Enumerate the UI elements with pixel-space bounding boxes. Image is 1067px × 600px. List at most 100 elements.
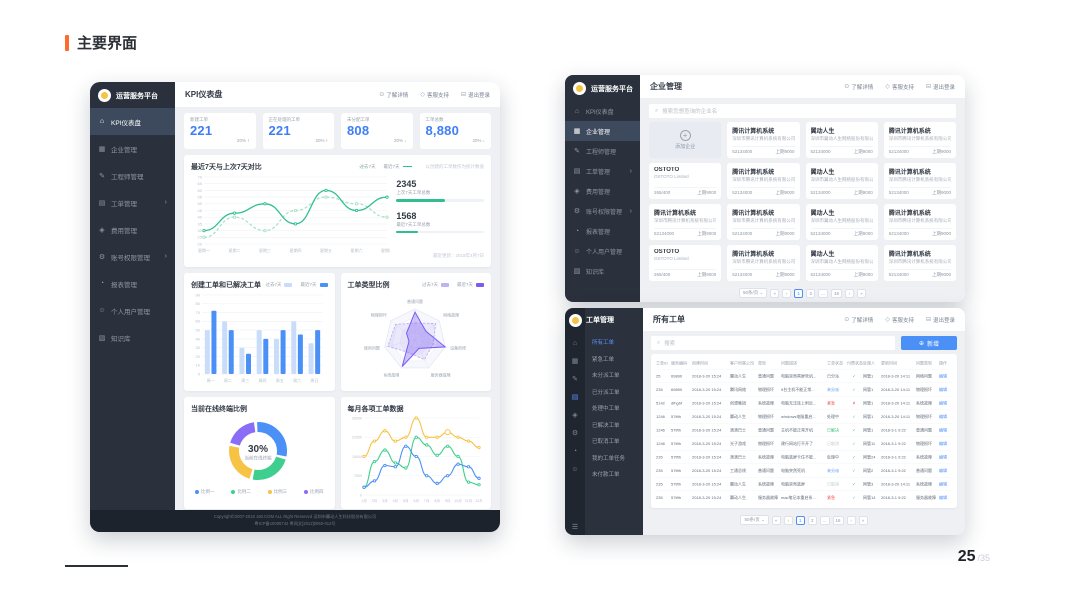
sidebar-item-KPI仪表盘[interactable]: ⌂ KPI仪表盘 bbox=[565, 101, 640, 121]
sidebar-item-账号权限管理[interactable]: ⚙ 账号权限管理 › bbox=[565, 201, 640, 221]
enterprise-card[interactable]: 腾讯计算机系统 深圳市腾讯计算机系统有限公司 52134000 上期9000 bbox=[883, 245, 956, 281]
header-link[interactable]: ⊙ 了解详情 bbox=[844, 316, 873, 324]
sidebar-item-工单管理[interactable]: ▤ 工单管理 › bbox=[90, 189, 175, 216]
edit-link[interactable]: 编辑 bbox=[939, 400, 947, 406]
sidebar-item-个人用户管理[interactable]: ☺ 个人用户管理 bbox=[90, 297, 175, 324]
collapse-icon[interactable]: ☰ bbox=[571, 524, 579, 531]
edit-link[interactable]: 编辑 bbox=[939, 414, 947, 419]
rail-icon[interactable]: ▦ bbox=[571, 358, 579, 365]
header-link[interactable]: ◇ 客服支持 bbox=[885, 316, 914, 324]
pager-last[interactable]: » bbox=[857, 288, 867, 298]
enterprise-card[interactable]: 腾讯计算机系统 深圳市腾讯计算机系统有限公司 52134000 上期9000 bbox=[883, 163, 956, 199]
enterprise-card[interactable]: 腾讯计算机系统 深圳市腾讯计算机系统有限公司 52134000 上期9000 bbox=[883, 122, 956, 158]
table-row[interactable]: 235 57tfth 2018-3-20 15:24 翼动人生 服务器故障 mac笔记本重… bbox=[656, 490, 952, 505]
edit-link[interactable]: 编辑 bbox=[939, 441, 947, 446]
sidebar-item-KPI仪表盘[interactable]: ⌂ KPI仪表盘 bbox=[90, 108, 175, 135]
enterprise-card[interactable]: 翼动人生 深圳市翼动人生网络股份有限公司 52134000 上期9000 bbox=[805, 122, 878, 158]
wo-menu-我的工单任务[interactable]: 我的工单任务 bbox=[592, 455, 626, 462]
enterprise-card[interactable]: 翼动人生 深圳市翼动人生网络股份有限公司 52134000 上期9000 bbox=[805, 204, 878, 240]
sidebar-item-费用管理[interactable]: ◈ 费用管理 bbox=[90, 216, 175, 243]
sidebar-item-报表管理[interactable]: ◔ 报表管理 bbox=[565, 221, 640, 241]
pager-prev[interactable]: ‹ bbox=[783, 515, 793, 525]
edit-link[interactable]: 编辑 bbox=[939, 481, 947, 487]
table-row[interactable]: 25 69890 2018-3-20 15:24 翼动人生 普通问题 电脑突然黑屏死机..… bbox=[656, 369, 952, 383]
table-row[interactable]: 235 57tfth 2018-3-20 15:24 滴滴巴士 系统故障 电脑蓝屏卡住不能… bbox=[656, 450, 952, 464]
enterprise-card[interactable]: 翼动人生 深圳市翼动人生网络股份有限公司 52134000 上期9000 bbox=[805, 245, 878, 281]
pager-next[interactable]: › bbox=[846, 515, 856, 525]
edit-link[interactable]: 编辑 bbox=[939, 373, 947, 379]
sidebar-item-企业管理[interactable]: ▦ 企业管理 bbox=[90, 135, 175, 162]
pager-first[interactable]: « bbox=[770, 288, 780, 298]
pager-next[interactable]: › bbox=[845, 288, 855, 298]
header-link[interactable]: ⊙ 了解详情 bbox=[379, 91, 408, 99]
pager-page-16[interactable]: 16 bbox=[831, 288, 843, 298]
pager-last[interactable]: » bbox=[858, 515, 868, 525]
wo-menu-未分派工单[interactable]: 未分派工单 bbox=[592, 373, 620, 380]
rail-icon[interactable]: ◈ bbox=[572, 412, 578, 419]
header-link[interactable]: ◇ 客服支持 bbox=[885, 83, 914, 91]
sidebar-item-企业管理[interactable]: ▦ 企业管理 bbox=[565, 121, 640, 141]
pager-prev[interactable]: ‹ bbox=[782, 288, 792, 298]
enterprise-card[interactable]: 腾讯计算机系统 深圳市腾讯计算机系统有限公司 52134000 上期9000 bbox=[727, 245, 800, 281]
edit-link[interactable]: 编辑 bbox=[939, 427, 947, 433]
sidebar-item-知识库[interactable]: ▧ 知识库 bbox=[90, 324, 175, 351]
add-enterprise-card[interactable]: + 添加企业 bbox=[649, 122, 722, 158]
edit-link[interactable]: 编辑 bbox=[939, 468, 947, 473]
table-row[interactable]: 1246 57tfth 2018-3-20 15:24 翼动人生 物理损坏 windows… bbox=[656, 409, 952, 424]
workorder-search-input[interactable]: ⌕ 搜索 bbox=[651, 336, 895, 350]
edit-link[interactable]: 编辑 bbox=[939, 495, 947, 500]
wo-menu-已解决工单[interactable]: 已解决工单 bbox=[592, 422, 620, 429]
header-link[interactable]: ⊟ 退出登录 bbox=[926, 316, 955, 324]
add-workorder-button[interactable]: ⊕ 新增 bbox=[901, 336, 957, 350]
edit-link[interactable]: 编辑 bbox=[939, 387, 947, 392]
header-link[interactable]: ⊟ 退出登录 bbox=[926, 83, 955, 91]
pager-page-2[interactable]: 2 bbox=[806, 288, 816, 298]
table-row[interactable]: 235 69890 2018-3-20 15:24 腾讯网络 物理损坏 5台主机不能正常.… bbox=[656, 382, 952, 397]
rail-icon[interactable]: ◔ bbox=[572, 447, 578, 455]
pager-page-...[interactable]: ... bbox=[818, 288, 829, 298]
wo-menu-紧急工单[interactable]: 紧急工单 bbox=[592, 356, 615, 363]
pager-page-...[interactable]: ... bbox=[819, 515, 830, 525]
sidebar-item-工程师管理[interactable]: ✎ 工程师管理 bbox=[90, 162, 175, 189]
rail-icon[interactable]: ⌂ bbox=[572, 339, 578, 347]
sidebar-item-个人用户管理[interactable]: ☺ 个人用户管理 bbox=[565, 241, 640, 261]
enterprise-search-input[interactable]: ⌕ 搜索您想查询的企业名 bbox=[649, 104, 956, 118]
header-link[interactable]: ◇ 客服支持 bbox=[420, 91, 449, 99]
page-size-select[interactable]: 50条/页 ⌄ bbox=[740, 515, 769, 525]
rail-icon[interactable]: ✎ bbox=[572, 376, 578, 383]
rail-icon[interactable]: ⚙ bbox=[571, 430, 579, 437]
rail-icon[interactable]: ▤ bbox=[571, 394, 579, 401]
sidebar-item-账号权限管理[interactable]: ⚙ 账号权限管理 › bbox=[90, 243, 175, 270]
pager-first[interactable]: « bbox=[771, 515, 781, 525]
rail-icon[interactable]: ☺ bbox=[571, 465, 579, 473]
header-link[interactable]: ⊙ 了解详情 bbox=[844, 83, 873, 91]
table-row[interactable]: 1246 57tfth 2018-3-20 15:24 光子游戏 物理损坏 建行网站打不开… bbox=[656, 436, 952, 451]
sidebar-item-工程师管理[interactable]: ✎ 工程师管理 bbox=[565, 141, 640, 161]
enterprise-card[interactable]: 腾讯计算机系统 深圳市腾讯计算机系统有限公司 52134000 上期9000 bbox=[883, 204, 956, 240]
table-row[interactable]: 5142 dfhghf 2018-3-20 15:24 创想集团 系统故障 电脑无法连上附… bbox=[656, 396, 952, 410]
enterprise-card[interactable]: 腾讯计算机系统 深圳市腾讯计算机系统有限公司 52134000 上期9000 bbox=[727, 204, 800, 240]
pager-page-16[interactable]: 16 bbox=[832, 515, 844, 525]
enterprise-card[interactable]: 翼动人生 深圳市翼动人生网络股份有限公司 52134000 上期9000 bbox=[805, 163, 878, 199]
table-row[interactable]: 235 57tfth 2018-3-20 15:24 翼动人生 系统故障 电脑突然蓝屏 已取… bbox=[656, 477, 952, 491]
enterprise-card[interactable]: OSTOTO OSTOTO Limited 265/400 上期9000 bbox=[649, 163, 722, 199]
enterprise-card[interactable]: 腾讯计算机系统 深圳市腾讯计算机系统有限公司 52134000 上期9000 bbox=[727, 122, 800, 158]
header-link[interactable]: ⊟ 退出登录 bbox=[461, 91, 490, 99]
pager-page-1[interactable]: 1 bbox=[794, 288, 804, 298]
enterprise-card[interactable]: 腾讯计算机系统 深圳市腾讯计算机系统有限公司 52134000 上期9000 bbox=[727, 163, 800, 199]
sidebar-item-费用管理[interactable]: ◈ 费用管理 bbox=[565, 181, 640, 201]
wo-menu-已分派工单[interactable]: 已分派工单 bbox=[592, 389, 620, 396]
edit-link[interactable]: 编辑 bbox=[939, 454, 947, 460]
enterprise-card[interactable]: OSTOTO OSTOTO Limited 265/400 上期9000 bbox=[649, 245, 722, 281]
enterprise-card[interactable]: 腾讯计算机系统 深圳市腾讯计算机系统有限公司 52134000 上期9000 bbox=[649, 204, 722, 240]
pager-page-1[interactable]: 1 bbox=[795, 515, 805, 525]
table-row[interactable]: 1246 57tfth 2018-3-20 15:24 滴滴巴士 普通问题 主机不能正常开… bbox=[656, 423, 952, 437]
wo-menu-所有工单[interactable]: 所有工单 bbox=[592, 340, 615, 347]
wo-menu-已取消工单[interactable]: 已取消工单 bbox=[592, 439, 620, 446]
sidebar-item-工单管理[interactable]: ▤ 工单管理 › bbox=[565, 161, 640, 181]
wo-menu-处理中工单[interactable]: 处理中工单 bbox=[592, 406, 620, 413]
sidebar-item-报表管理[interactable]: ◔ 报表管理 bbox=[90, 270, 175, 297]
pager-page-2[interactable]: 2 bbox=[807, 515, 817, 525]
sidebar-item-知识库[interactable]: ▧ 知识库 bbox=[565, 261, 640, 281]
wo-menu-未付款工单[interactable]: 未付款工单 bbox=[592, 472, 620, 479]
